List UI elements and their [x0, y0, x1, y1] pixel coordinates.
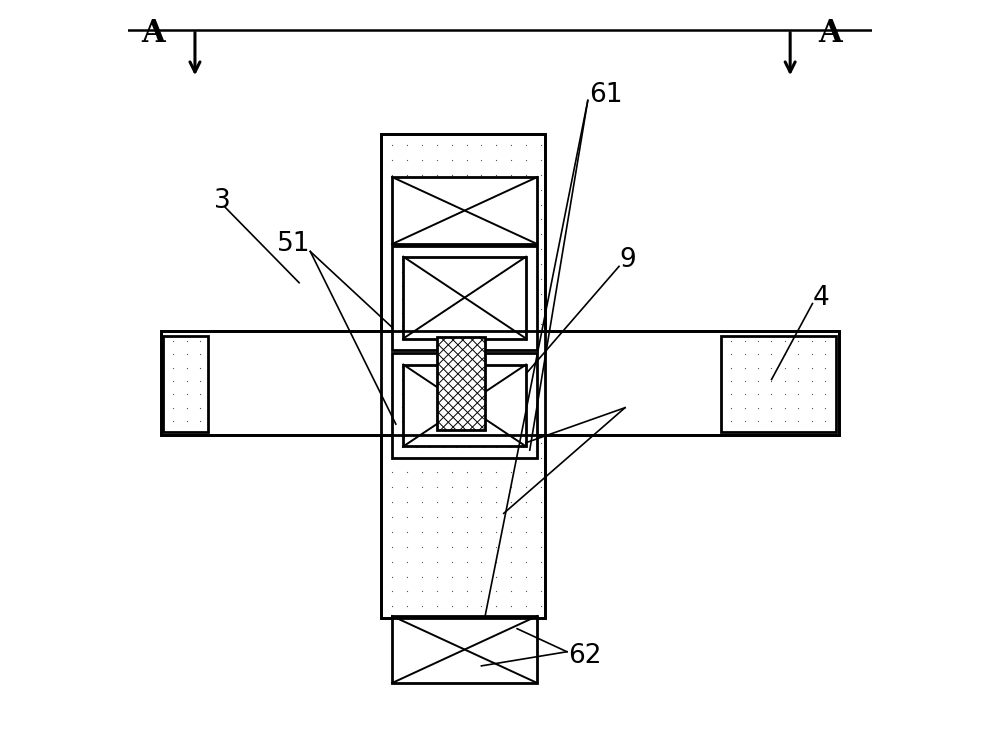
Bar — [403, 257, 526, 339]
Text: 52: 52 — [626, 389, 660, 414]
Text: 51: 51 — [277, 231, 310, 257]
Text: 3: 3 — [214, 188, 230, 214]
Bar — [392, 246, 537, 350]
Text: 9: 9 — [619, 248, 636, 273]
Text: A: A — [819, 18, 842, 49]
Bar — [437, 337, 485, 430]
Text: 61: 61 — [589, 83, 623, 108]
Bar — [392, 616, 537, 683]
Bar — [403, 365, 526, 446]
Bar — [721, 336, 836, 432]
Text: A: A — [141, 18, 165, 49]
Bar — [161, 331, 839, 435]
Bar — [381, 134, 545, 618]
Bar — [392, 353, 537, 458]
Bar — [381, 134, 545, 618]
Bar — [161, 331, 839, 435]
Text: 62: 62 — [568, 644, 602, 669]
Text: 4: 4 — [812, 285, 829, 310]
Bar — [163, 336, 208, 432]
Bar — [392, 177, 537, 244]
